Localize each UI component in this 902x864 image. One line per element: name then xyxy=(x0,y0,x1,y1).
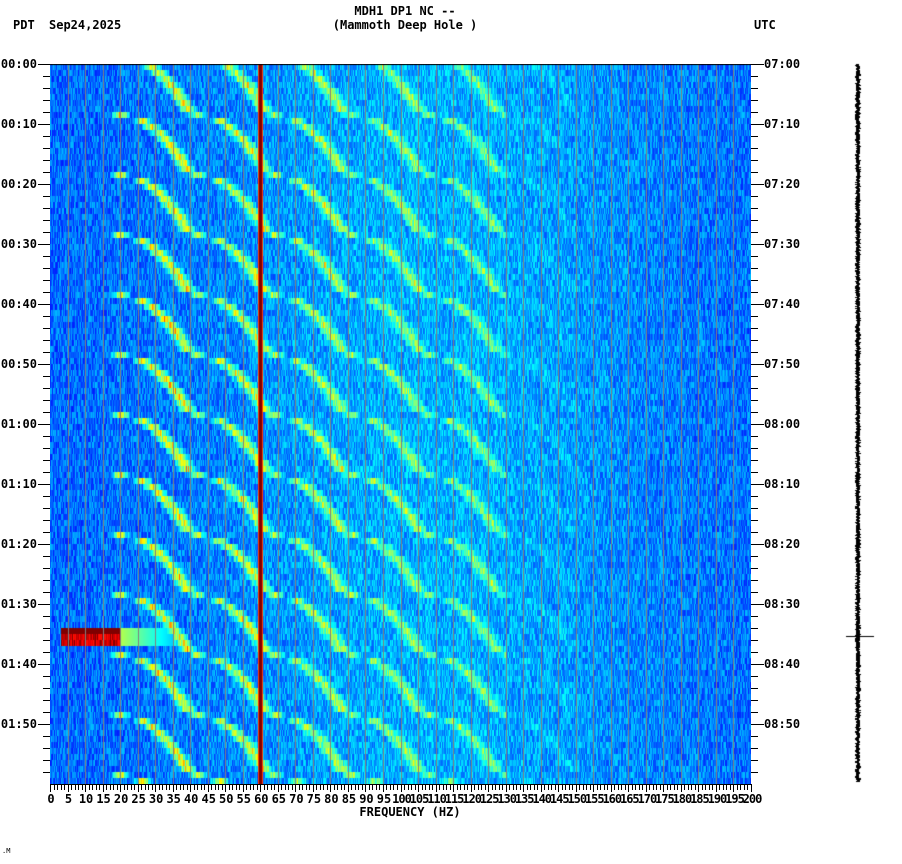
time-tick-label-utc: 07:20 xyxy=(764,177,801,191)
frequency-tick-label: 125 xyxy=(479,792,500,806)
time-tick-label-pdt: 01:10 xyxy=(0,477,37,491)
frequency-tick-label: 15 xyxy=(96,792,111,806)
station-title: MDH1 DP1 NC -- xyxy=(354,4,456,18)
frequency-tick-label: 130 xyxy=(497,792,517,806)
frequency-tick-label: 140 xyxy=(532,792,552,806)
time-tick-label-pdt: 00:00 xyxy=(0,57,37,71)
frequency-tick-label: 85 xyxy=(341,792,357,806)
frequency-tick-label: 95 xyxy=(376,792,392,806)
time-tick-label-pdt: 01:20 xyxy=(0,537,37,551)
date-label: Sep24,2025 xyxy=(49,18,122,32)
time-tick-label-pdt: 00:10 xyxy=(0,117,37,131)
time-tick-label-pdt: 00:30 xyxy=(0,237,37,251)
frequency-tick-label: 80 xyxy=(324,792,339,806)
frequency-tick-label: 35 xyxy=(166,792,181,806)
frequency-tick-label: 115 xyxy=(444,792,465,806)
frequency-tick-label: 50 xyxy=(219,792,234,806)
seismogram-trace xyxy=(840,60,880,790)
frequency-tick-label: 5 xyxy=(64,792,73,806)
time-tick-label-utc: 07:10 xyxy=(764,117,801,131)
time-tick-label-utc: 08:00 xyxy=(764,417,801,431)
frequency-tick-label: 170 xyxy=(637,792,658,806)
frequency-tick-label: 70 xyxy=(289,792,304,806)
frequency-tick-label: 135 xyxy=(514,792,535,806)
time-tick-label-utc: 08:20 xyxy=(764,537,801,551)
frequency-tick-label: 25 xyxy=(131,792,146,806)
frequency-tick-label: 55 xyxy=(236,792,251,806)
time-tick-label-pdt: 00:20 xyxy=(0,177,37,191)
frequency-tick-label: 120 xyxy=(462,792,482,806)
frequency-tick-label: 190 xyxy=(707,792,728,806)
time-tick-label-utc: 07:40 xyxy=(764,297,801,311)
time-tick-label-utc: 07:00 xyxy=(764,57,801,71)
frequency-tick-label: 110 xyxy=(427,792,447,806)
left-timezone-label: PDT xyxy=(13,18,35,32)
time-tick-label-pdt: 00:40 xyxy=(0,297,37,311)
frequency-tick-label: 65 xyxy=(271,792,287,806)
time-tick-label-utc: 08:10 xyxy=(764,477,801,491)
footer-mark: .M xyxy=(2,847,11,855)
frequency-tick-label: 100 xyxy=(392,792,412,806)
station-name: (Mammoth Deep Hole ) xyxy=(332,18,478,32)
frequency-tick-label: 175 xyxy=(655,792,675,806)
time-tick-label-pdt: 00:50 xyxy=(0,357,37,371)
frequency-tick-label: 30 xyxy=(148,792,164,806)
frequency-tick-label: 60 xyxy=(254,792,269,806)
frequency-tick-label: 0 xyxy=(47,792,55,806)
frequency-tick-label: 160 xyxy=(602,792,622,806)
x-axis-title: FREQUENCY (HZ) xyxy=(359,805,461,819)
frequency-tick-label: 195 xyxy=(725,792,745,806)
frequency-tick-label: 75 xyxy=(306,792,322,806)
frequency-tick-label: 180 xyxy=(672,792,693,806)
time-tick-label-utc: 08:50 xyxy=(764,717,801,731)
time-tick-label-utc: 08:40 xyxy=(764,657,801,671)
frequency-tick-label: 10 xyxy=(78,792,94,806)
frequency-tick-label: 45 xyxy=(201,792,216,806)
spectrogram-heatmap xyxy=(50,64,751,784)
frequency-tick-label: 155 xyxy=(584,792,605,806)
frequency-tick-label: 20 xyxy=(113,792,129,806)
right-timezone-label: UTC xyxy=(754,18,776,32)
frequency-tick-label: 165 xyxy=(619,792,640,806)
frequency-tick-label: 145 xyxy=(549,792,570,806)
frequency-tick-label: 105 xyxy=(409,792,430,806)
frequency-tick-label: 200 xyxy=(742,792,763,806)
time-tick-label-pdt: 01:50 xyxy=(0,717,37,731)
time-tick-label-pdt: 01:40 xyxy=(0,657,37,671)
frequency-tick-label: 150 xyxy=(567,792,587,806)
time-tick-label-utc: 08:30 xyxy=(764,597,801,611)
frequency-tick-label: 90 xyxy=(359,792,374,806)
time-tick-label-pdt: 01:00 xyxy=(0,417,37,431)
frequency-tick-label: 40 xyxy=(183,792,199,806)
time-tick-label-utc: 07:50 xyxy=(764,357,801,371)
frequency-tick-label: 185 xyxy=(690,792,710,806)
time-tick-label-utc: 07:30 xyxy=(764,237,801,251)
time-tick-label-pdt: 01:30 xyxy=(0,597,37,611)
